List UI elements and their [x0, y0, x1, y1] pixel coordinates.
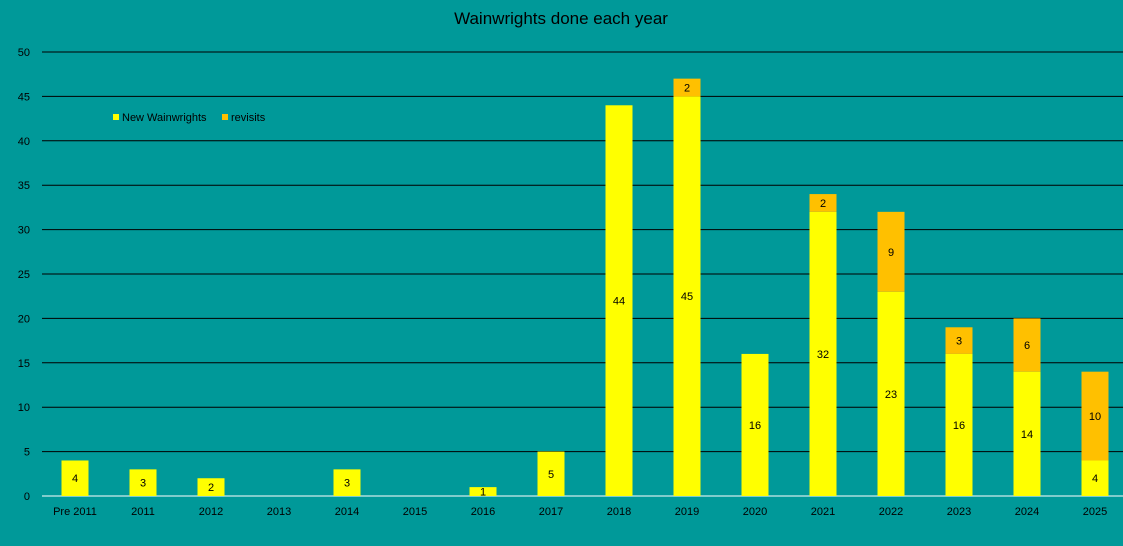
x-tick-label: 2016 — [471, 506, 495, 518]
legend-swatch — [113, 114, 119, 120]
data-label: 14 — [1021, 429, 1033, 441]
x-tick-label: 2011 — [131, 506, 155, 518]
data-label: 9 — [888, 247, 894, 259]
y-tick-label: 0 — [24, 491, 30, 503]
x-tick-label: 2021 — [811, 506, 835, 518]
legend-label: revisits — [231, 112, 266, 124]
x-tick-label: 2013 — [267, 506, 291, 518]
bar-new-2019 — [673, 96, 701, 497]
bar-new-pre-2011 — [61, 460, 89, 496]
bar-revisits-2024 — [1013, 318, 1041, 372]
x-tick-label: 2014 — [335, 506, 359, 518]
bar-new-2025 — [1081, 460, 1109, 496]
x-tick-label: 2024 — [1015, 506, 1039, 518]
bar-new-2014 — [333, 469, 361, 496]
bar-revisits-2019 — [673, 78, 701, 97]
y-tick-label: 50 — [18, 47, 30, 59]
bar-new-2022 — [877, 291, 905, 496]
data-label: 23 — [885, 389, 897, 401]
x-tick-label: 2025 — [1083, 506, 1107, 518]
bar-new-2016 — [469, 487, 497, 496]
data-label: 44 — [613, 296, 625, 308]
x-tick-label: 2019 — [675, 506, 699, 518]
x-tick-label: 2023 — [947, 506, 971, 518]
data-label: 32 — [817, 349, 829, 361]
bar-revisits-2021 — [809, 194, 837, 212]
data-label: 4 — [1092, 473, 1098, 485]
data-label: 10 — [1089, 411, 1101, 423]
y-tick-label: 45 — [18, 91, 30, 103]
x-tick-label: 2020 — [743, 506, 767, 518]
data-label: 4 — [72, 473, 78, 485]
data-label: 1 — [480, 487, 486, 499]
data-label: 16 — [749, 420, 761, 432]
data-label: 45 — [681, 291, 693, 303]
data-label: 16 — [953, 420, 965, 432]
bar-new-2012 — [197, 478, 225, 496]
data-label: 3 — [956, 336, 962, 348]
bar-new-2017 — [537, 451, 565, 496]
x-tick-label: 2015 — [403, 506, 427, 518]
data-label: 6 — [1024, 340, 1030, 352]
bar-new-2023 — [945, 353, 973, 496]
y-tick-label: 25 — [18, 269, 30, 281]
data-label: 3 — [344, 478, 350, 490]
y-tick-label: 15 — [18, 358, 30, 370]
data-label: 2 — [820, 198, 826, 210]
gridlines — [42, 51, 1123, 497]
bar-new-2018 — [605, 105, 633, 496]
x-axis-ticks: Pre 2011 2011 2012 2013 2014 2015 2016 2017 2018… — [53, 506, 1107, 518]
bar-revisits-2022 — [877, 211, 905, 292]
bar-revisits-2025 — [1081, 371, 1109, 461]
y-tick-label: 30 — [18, 225, 30, 237]
bar-new-2011 — [129, 469, 157, 496]
y-tick-label: 5 — [24, 447, 30, 459]
bar-new-2021 — [809, 211, 837, 496]
y-tick-label: 20 — [18, 313, 30, 325]
x-tick-label: 2022 — [879, 506, 903, 518]
chart-title: Wainwrights done each year — [454, 9, 668, 28]
data-label: 3 — [140, 478, 146, 490]
legend: New Wainwrights revisits — [113, 112, 266, 124]
data-label: 2 — [208, 482, 214, 494]
x-tick-label: 2017 — [539, 506, 563, 518]
bar-new-2020 — [741, 353, 769, 496]
data-label: 5 — [548, 469, 554, 481]
x-tick-label: Pre 2011 — [53, 506, 97, 518]
x-tick-label: 2012 — [199, 506, 223, 518]
y-tick-label: 35 — [18, 180, 30, 192]
bar-revisits-2023 — [945, 327, 973, 354]
legend-label: New Wainwrights — [122, 112, 207, 124]
y-tick-label: 40 — [18, 136, 30, 148]
bar-new-2024 — [1013, 371, 1041, 496]
x-tick-label: 2018 — [607, 506, 631, 518]
legend-swatch — [222, 114, 228, 120]
y-tick-label: 10 — [18, 402, 30, 414]
y-axis-ticks: 0 5 10 15 20 25 30 35 40 45 50 — [18, 47, 30, 503]
data-label: 2 — [684, 83, 690, 95]
